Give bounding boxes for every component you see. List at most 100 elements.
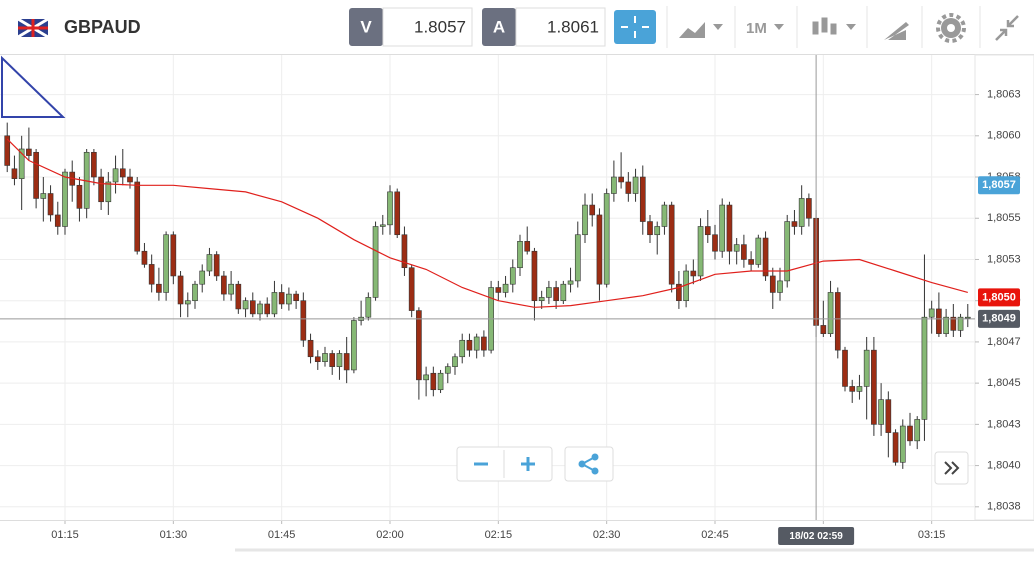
y-tick-label: 1,8055 [987,212,1021,224]
zoom-in-button[interactable] [504,447,552,481]
price-tag-label: 1,8049 [982,313,1016,325]
candle-body [690,270,697,277]
candle-body [842,349,848,387]
candle-body [762,237,769,277]
candle-style-button[interactable] [812,17,856,35]
buy-button[interactable] [482,8,516,46]
candle-body [416,310,422,381]
candle-body [452,356,458,367]
candle-body [372,226,379,298]
candle-body [921,316,928,420]
collapse-button[interactable] [995,15,1019,41]
candle-body [856,386,863,392]
candle-body [611,176,617,194]
candle-body [394,191,401,236]
symbol: GBPAUD [64,17,141,37]
candle-body [509,267,516,285]
y-tick-label: 1,8053 [987,253,1021,265]
candle-body [618,176,624,183]
drawn-triangle [0,55,66,118]
candle-body [871,349,877,425]
candle-body [668,204,675,285]
candle-body [748,259,754,265]
candle-body [950,316,957,331]
price-tag [978,288,1020,307]
crosshair-button[interactable] [614,10,656,44]
candle-body [134,181,141,252]
candle-body [524,241,531,252]
candle-body [11,168,18,179]
y-tick-label: 1,8038 [987,501,1021,513]
plot-area: 1,80631,80601,80581,80551,80531,80501,80… [0,54,1034,552]
x-tick-label: 01:30 [160,529,188,541]
candle-body [170,234,177,277]
candle-body [632,176,639,194]
chart-type-button[interactable] [679,22,723,38]
crosshair-x-label: 18/02 02:59 [789,531,843,542]
buy-label: A [493,17,505,36]
candle-body [286,293,292,305]
candle-body [76,184,83,209]
price-tag-label: 1,8057 [982,179,1016,191]
candle-body [885,399,892,433]
x-tick-label: 03:15 [918,529,946,541]
y-tick-label: 1,8040 [987,459,1021,471]
candle-body [98,176,104,203]
candle-body [119,168,126,178]
x-tick-label: 02:30 [593,529,621,541]
settings-button[interactable] [936,13,966,43]
candle-body [964,316,971,319]
candle-body [459,339,466,358]
candle-body [733,244,740,252]
candle-body [206,254,213,272]
candle-body [444,366,451,374]
share-button[interactable] [564,446,614,482]
candle-body [184,300,191,305]
x-tick-label: 02:45 [701,529,729,541]
candle-body [589,204,596,216]
candle-body [936,308,942,334]
candle-body [156,283,162,293]
candle-body [943,316,949,334]
candle-body [928,308,935,318]
timeframe-button[interactable]: 1M [746,20,767,37]
candle-body [379,224,386,227]
candle-body [387,191,393,226]
candle-body [192,283,198,301]
candle-body [777,280,783,293]
flag [17,17,49,39]
candle-body [4,135,11,166]
candle-body [423,374,429,381]
candle-body [473,336,480,351]
candle-body [647,221,653,236]
y-tick-label: 1,8043 [987,418,1021,430]
candle-body [502,283,509,293]
candle-body [820,325,827,334]
candle-body [495,287,502,293]
candle-body [719,204,726,252]
candle-body [314,356,321,363]
candle-body [249,300,256,315]
candle-body [639,176,646,222]
candle-body [741,244,747,260]
candle-body [365,297,372,318]
candle-body [560,283,567,301]
zoom-out-button[interactable] [457,447,504,481]
drawing-button[interactable] [884,22,909,40]
buy-box [515,7,606,47]
sell-button[interactable] [349,8,383,46]
candle-body [878,399,884,425]
y-tick-label: 1,8045 [987,377,1021,389]
buy-price: 1.8061 [547,17,599,36]
price-tag-label: 1,8050 [982,291,1016,303]
candle-body [603,193,610,285]
candle-body [127,176,133,183]
candle-body [899,425,906,463]
candle-body [47,193,54,216]
candle-body [329,353,336,367]
candle-body [798,198,805,227]
candle-body [228,283,234,295]
scroll-end-button[interactable] [934,451,969,485]
